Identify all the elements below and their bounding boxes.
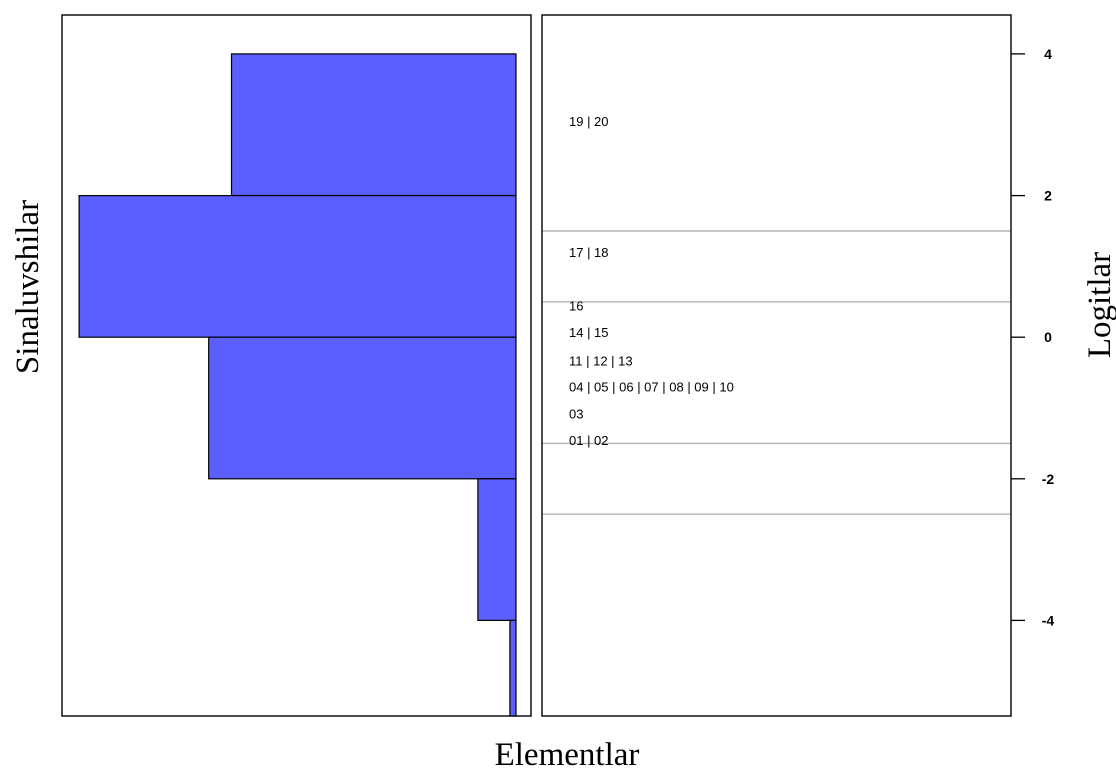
item-labels: 19 | 20 17 | 18 16 14 | 15 11 | 12 | 13 04 | … xyxy=(569,114,734,448)
person-histogram-bars xyxy=(78,53,517,717)
y-axis-left-title: Sinaluvshilar xyxy=(10,200,46,374)
histogram-bar xyxy=(230,53,517,197)
y-axis-right-title: Logitlar xyxy=(1082,252,1116,358)
histogram-bar xyxy=(509,619,517,717)
histogram-bar xyxy=(208,336,517,480)
item-label: 14 | 15 xyxy=(569,325,609,340)
item-label: 16 xyxy=(569,298,583,313)
item-label: 01 | 02 xyxy=(569,433,609,448)
histogram-bar xyxy=(78,195,517,338)
y-tick-label: 2 xyxy=(1044,188,1052,204)
logit-axis: 4 2 0 -2 -4 xyxy=(1011,46,1055,628)
y-tick-label: -4 xyxy=(1042,612,1055,628)
item-map-panel xyxy=(541,14,1012,717)
item-label: 19 | 20 xyxy=(569,114,609,129)
y-tick-label: 0 xyxy=(1044,329,1052,345)
item-label: 11 | 12 | 13 xyxy=(569,354,633,369)
y-tick-label: -2 xyxy=(1042,471,1055,487)
item-label: 03 xyxy=(569,407,583,422)
histogram-bar xyxy=(477,478,517,621)
y-tick-label: 4 xyxy=(1044,46,1052,62)
x-axis-title: Elementlar xyxy=(495,737,640,771)
item-label: 17 | 18 xyxy=(569,245,609,260)
item-label: 04 | 05 | 06 | 07 | 08 | 09 | 10 xyxy=(569,380,734,395)
threshold-lines xyxy=(542,230,1011,515)
